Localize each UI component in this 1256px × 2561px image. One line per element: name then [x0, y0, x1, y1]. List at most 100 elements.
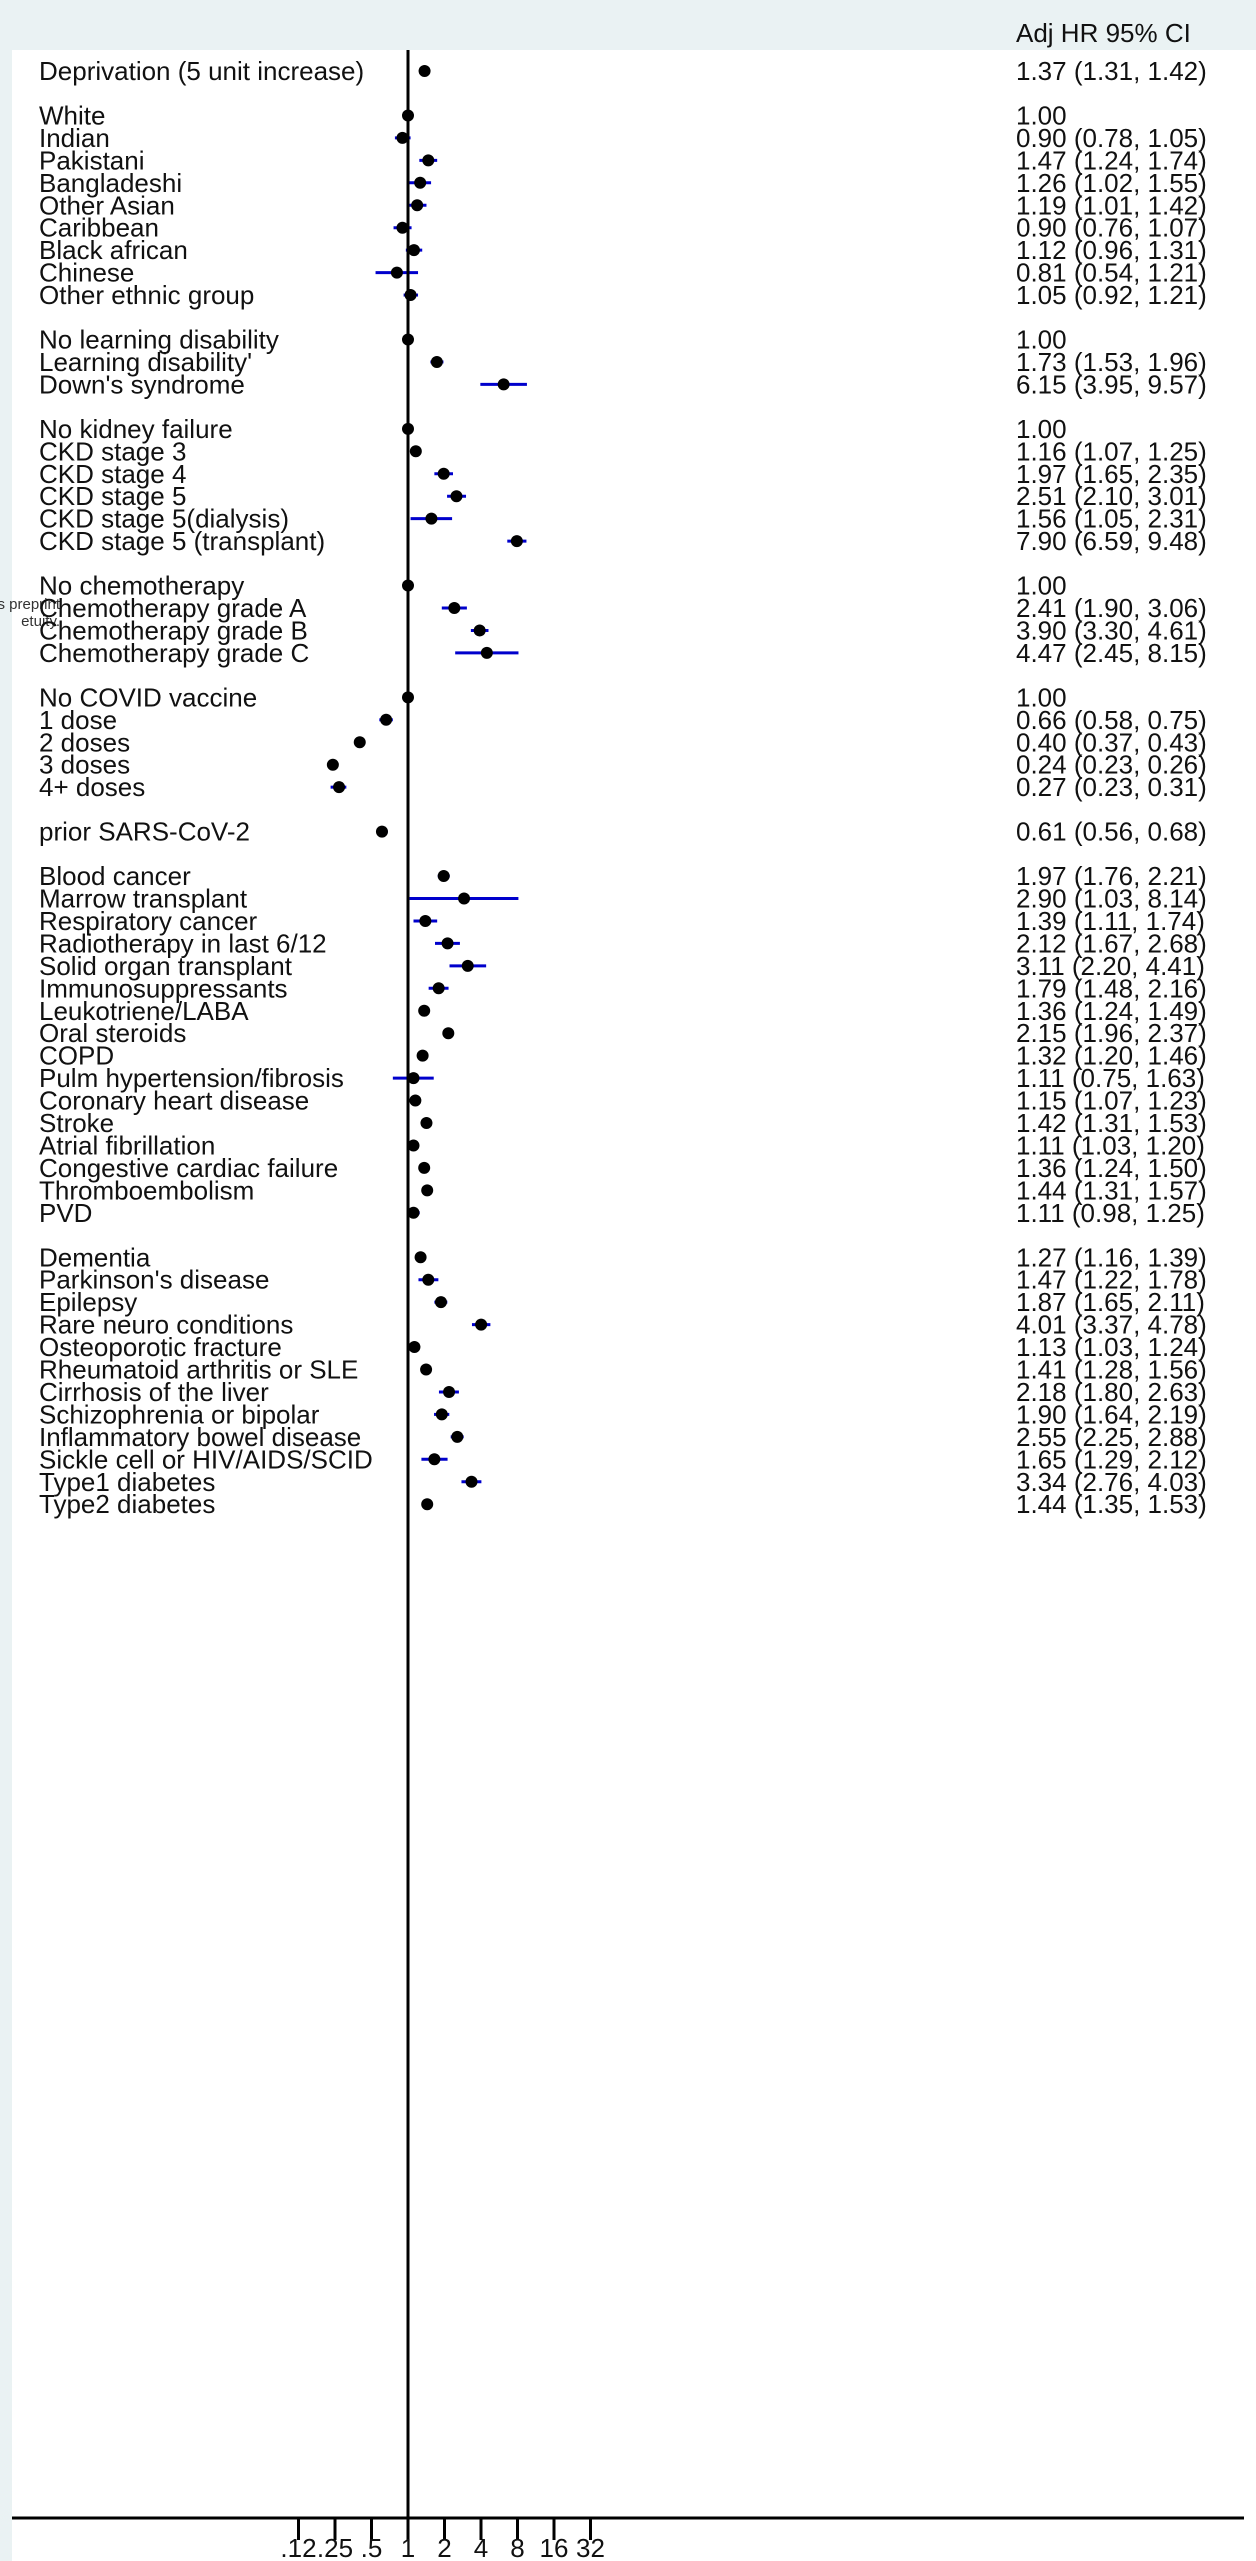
row-label: No learning disability	[39, 325, 279, 355]
watermark-line-1: s preprint	[0, 596, 60, 613]
ci-value: 2.18 (1.80, 2.63)	[1016, 1377, 1207, 1407]
ci-value: 1.27 (1.16, 1.39)	[1016, 1242, 1207, 1272]
ci-value: 1.32 (1.20, 1.46)	[1016, 1041, 1207, 1071]
ci-value: 4.01 (3.37, 4.78)	[1016, 1310, 1207, 1340]
hr-point	[441, 937, 454, 950]
x-tick-label: 4	[474, 2533, 488, 2561]
ci-value: 0.24 (0.23, 0.26)	[1016, 750, 1207, 780]
x-tick-label: .12	[280, 2533, 316, 2561]
x-tick-label: .25	[317, 2533, 353, 2561]
row-label: Marrow transplant	[39, 884, 248, 914]
hr-point	[408, 1341, 421, 1354]
row-label: CKD stage 5(dialysis)	[39, 504, 289, 534]
hr-point	[437, 870, 450, 883]
hr-point	[418, 1004, 431, 1017]
ci-value: 1.37 (1.31, 1.42)	[1016, 56, 1207, 86]
points-layer	[326, 65, 523, 1511]
hr-point	[420, 1363, 433, 1376]
ci-value: 6.15 (3.95, 9.57)	[1016, 369, 1207, 399]
hr-point	[375, 825, 388, 838]
row-label: Chemotherapy grade A	[39, 593, 307, 623]
ci-value: 1.19 (1.01, 1.42)	[1016, 190, 1207, 220]
row-label: Atrial fibrillation	[39, 1130, 215, 1160]
hr-point	[326, 758, 339, 771]
hr-point	[396, 131, 409, 144]
row-label: 3 doses	[39, 750, 130, 780]
row-label: Chemotherapy grade C	[39, 638, 309, 668]
hr-point	[414, 176, 427, 189]
row-label: Inflammatory bowel disease	[39, 1422, 361, 1452]
row-label: Other ethnic group	[39, 280, 254, 310]
row-label: Learning disability'	[39, 347, 252, 377]
hr-point	[425, 512, 438, 525]
row-label: Schizophrenia or bipolar	[39, 1399, 320, 1429]
row-label: CKD stage 5	[39, 481, 186, 511]
row-label: Osteoporotic fracture	[39, 1332, 282, 1362]
ci-value: 3.11 (2.20, 4.41)	[1016, 951, 1205, 981]
hr-point	[435, 1408, 448, 1421]
ci-value: 1.00	[1016, 325, 1067, 355]
row-label: Stroke	[39, 1108, 114, 1138]
row-label: Rare neuro conditions	[39, 1310, 293, 1340]
row-label: Congestive cardiac failure	[39, 1153, 338, 1183]
row-label: Coronary heart disease	[39, 1086, 309, 1116]
hr-point	[448, 602, 461, 614]
ci-value: 1.44 (1.35, 1.53)	[1016, 1489, 1207, 1519]
row-label: Oral steroids	[39, 1018, 186, 1048]
hr-point	[333, 781, 346, 794]
ci-value: 1.16 (1.07, 1.25)	[1016, 436, 1207, 466]
ci-value: 2.15 (1.96, 2.37)	[1016, 1018, 1207, 1048]
row-label: Thromboembolism	[39, 1175, 254, 1205]
ci-value: 0.66 (0.58, 0.75)	[1016, 705, 1207, 735]
ci-value: 2.90 (1.03, 8.14)	[1016, 884, 1207, 914]
row-label: Pakistani	[39, 145, 145, 175]
ci-value: 1.73 (1.53, 1.96)	[1016, 347, 1207, 377]
hr-point	[443, 1385, 456, 1398]
ci-value: 1.47 (1.22, 1.78)	[1016, 1265, 1207, 1295]
ci-value: 1.65 (1.29, 2.12)	[1016, 1444, 1207, 1474]
hr-point	[432, 982, 445, 995]
hr-point	[434, 1296, 447, 1309]
ci-value: 1.97 (1.76, 2.21)	[1016, 861, 1207, 891]
hr-point	[422, 1273, 435, 1286]
plot-panel	[12, 50, 1256, 2561]
hr-point	[428, 1453, 441, 1466]
hr-point	[390, 266, 403, 279]
row-label: Immunosuppressants	[39, 973, 288, 1003]
row-label: Cirrhosis of the liver	[39, 1377, 269, 1407]
hr-point	[419, 914, 432, 927]
hr-point	[430, 355, 443, 368]
ci-value: 1.11 (0.75, 1.63)	[1016, 1063, 1205, 1093]
row-label: Leukotriene/LABA	[39, 996, 249, 1026]
row-label: Bangladeshi	[39, 168, 182, 198]
hr-point	[465, 1475, 478, 1488]
ci-value: 0.61 (0.56, 0.68)	[1016, 817, 1207, 847]
ci-value: 1.36 (1.24, 1.49)	[1016, 996, 1207, 1026]
row-label: Other Asian	[39, 190, 175, 220]
ci-value: 1.05 (0.92, 1.21)	[1016, 280, 1207, 310]
row-label: White	[39, 100, 105, 130]
ci-value: 1.26 (1.02, 1.55)	[1016, 168, 1207, 198]
hr-point	[437, 467, 450, 480]
ci-value: 0.81 (0.54, 1.21)	[1016, 258, 1207, 288]
hr-point	[414, 1251, 427, 1264]
x-tick-label: 2	[437, 2533, 451, 2561]
hr-point	[497, 378, 510, 391]
hr-point	[396, 221, 409, 234]
x-tick-label: 32	[576, 2533, 605, 2561]
row-label: Pulm hypertension/fibrosis	[39, 1063, 344, 1093]
hr-point	[402, 691, 414, 704]
hr-point	[458, 892, 471, 905]
row-label: 2 doses	[39, 727, 130, 757]
row-label: CKD stage 4	[39, 459, 186, 489]
row-label: Dementia	[39, 1242, 151, 1272]
ci-value: 0.27 (0.23, 0.31)	[1016, 772, 1207, 802]
row-label: Type2 diabetes	[39, 1489, 215, 1519]
ci-value: 1.13 (1.03, 1.24)	[1016, 1332, 1207, 1362]
ci-value: 1.15 (1.07, 1.23)	[1016, 1086, 1207, 1116]
row-label: Chinese	[39, 258, 134, 288]
ci-value: 1.79 (1.48, 2.16)	[1016, 973, 1207, 1003]
hr-point	[380, 713, 393, 726]
hr-point	[475, 1318, 488, 1331]
